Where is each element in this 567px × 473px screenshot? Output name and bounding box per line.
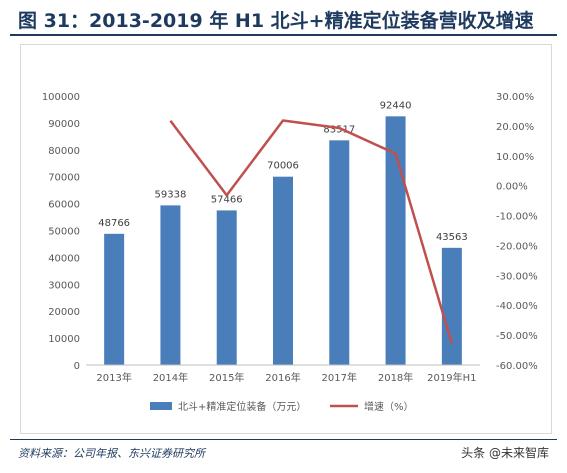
chart-title: 图 31：2013-2019 年 H1 北斗+精准定位装备营收及增速: [18, 10, 534, 32]
x-axis-tick-label: 2018年: [378, 371, 413, 384]
left-axis-tick-label: 60000: [48, 200, 80, 211]
chart-frame: [20, 44, 552, 434]
bar: [329, 140, 350, 365]
bar: [385, 116, 406, 366]
right-axis-tick-label: 30.00%: [496, 92, 534, 103]
left-axis: 0 10000 20000 30000 40000 50000 60000 70000 8000…: [42, 92, 80, 372]
right-axis-tick-label: -20.00%: [496, 241, 538, 252]
bar-data-label: 57466: [211, 194, 243, 205]
left-axis-tick-label: 70000: [48, 173, 80, 184]
bar: [216, 210, 237, 365]
left-axis-tick-label: 30000: [48, 280, 80, 291]
x-axis-tick-label: 2016年: [265, 371, 300, 384]
right-axis: -60.00% -50.00% -40.00% -30.00% -20.00% -10.0…: [496, 92, 538, 372]
title-divider: [10, 34, 557, 36]
legend: 北斗+精准定位装备（万元） 增速（%）: [150, 400, 414, 413]
left-axis-tick-label: 10000: [48, 334, 80, 345]
bar-data-label: 59338: [155, 189, 187, 200]
bar-data-label: 70006: [267, 161, 299, 172]
left-axis-tick-label: 50000: [48, 227, 80, 238]
bar-data-label: 43563: [436, 232, 468, 243]
x-axis-tick-label: 2013年: [96, 371, 131, 384]
growth-line-series: [169, 119, 454, 345]
legend-bar-label: 北斗+精准定位装备（万元）: [178, 400, 306, 413]
bar: [273, 176, 293, 365]
bar-series: 48766 59338 57466 70006 83517 92440 43563: [98, 100, 468, 366]
right-axis-tick-label: -40.00%: [496, 301, 538, 312]
bar: [160, 205, 181, 365]
right-axis-tick-label: -10.00%: [496, 212, 538, 223]
x-axis-tick-label: 2017年: [322, 371, 357, 384]
right-axis-tick-label: -60.00%: [496, 361, 538, 372]
bar-data-label: 83517: [323, 124, 355, 135]
right-axis-tick-label: 10.00%: [496, 152, 534, 163]
watermark: 头条 @未来智库: [461, 446, 549, 460]
x-axis-tick-label: 2015年: [209, 371, 244, 384]
right-axis-tick-label: -50.00%: [496, 331, 538, 342]
bar-data-label: 48766: [98, 218, 130, 229]
source-note: 资料来源：公司年报、东兴证券研究所: [18, 447, 205, 460]
bar-data-label: 92440: [380, 100, 412, 111]
left-axis-tick-label: 0: [74, 361, 80, 372]
left-axis-tick-label: 40000: [48, 253, 80, 264]
left-axis-tick-label: 100000: [42, 92, 80, 103]
x-axis-tick-label: 2014年: [153, 371, 188, 384]
x-axis: 2013年 2014年 2015年 2016年 2017年 2018年 2019年H1: [86, 364, 480, 384]
x-axis-tick-label: 2019年H1: [427, 371, 476, 384]
left-axis-tick-label: 20000: [48, 307, 80, 318]
legend-line-label: 增速（%）: [364, 400, 414, 413]
source-divider: [10, 439, 557, 440]
left-axis-tick-label: 80000: [48, 146, 80, 157]
growth-line: [169, 119, 454, 345]
right-axis-tick-label: 20.00%: [496, 122, 534, 133]
legend-bar-swatch: [150, 402, 172, 410]
left-axis-tick-label: 90000: [48, 119, 80, 130]
bar: [441, 247, 462, 365]
right-axis-tick-label: -30.00%: [496, 271, 538, 282]
right-axis-tick-label: 0.00%: [496, 182, 528, 193]
bar: [104, 233, 125, 365]
